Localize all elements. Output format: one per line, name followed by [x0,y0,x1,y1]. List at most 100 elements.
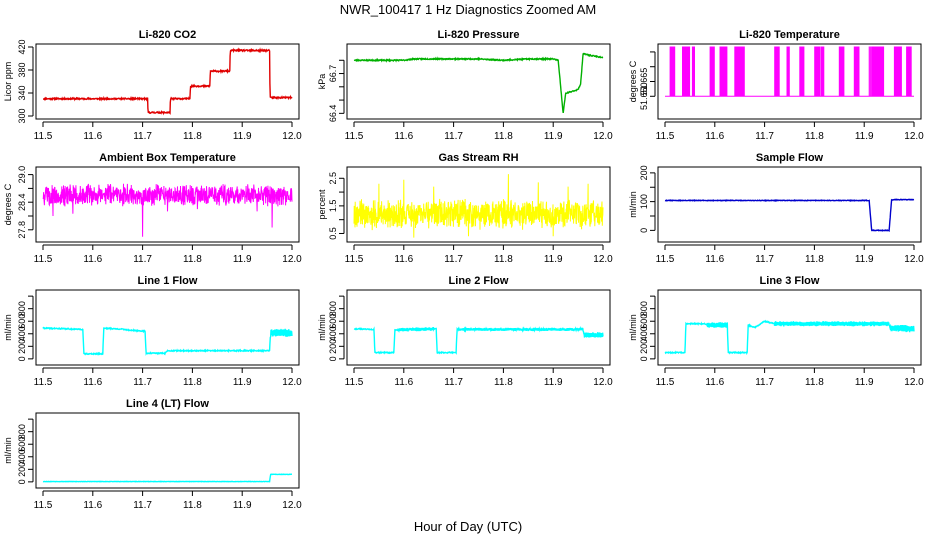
y-tick-label: 800 [328,301,338,316]
x-axis: 11.5 11.6 11.7 11.8 11.9 12.0 [34,121,302,142]
y-tick-label: 600 [328,314,338,329]
x-tick-label: 11.7 [755,131,774,142]
x-axis: 11.5 11.6 11.7 11.8 11.9 12.0 [34,244,302,265]
y-tick-label: 51.650 [639,83,649,111]
y-tick-label: 66.4 [328,105,338,123]
panel-box_temp: Ambient Box Temperature degrees C 11.5 11.6… [3,152,302,265]
x-tick-label: 11.9 [855,377,874,388]
x-tick-label: 11.5 [656,254,675,265]
x-tick-label: 11.8 [805,254,824,265]
y-tick-label: 600 [17,314,27,329]
series-rh [353,174,604,238]
y-axis: 0.5 1.5 2.5 [328,172,345,240]
x-tick-label: 11.6 [705,377,724,388]
y-axis: 27.8 28.4 29.0 [17,166,34,239]
x-tick-label: 11.5 [345,254,364,265]
plot-frame [35,43,300,120]
plot-frame [346,166,611,243]
x-tick-label: 11.8 [183,254,202,265]
x-tick-label: 11.5 [34,254,53,265]
y-tick-label: 400 [17,326,27,341]
x-tick-label: 11.6 [394,377,413,388]
x-tick-label: 11.5 [656,377,675,388]
x-tick-label: 11.8 [183,131,202,142]
y-axis-label: degrees C [628,60,638,102]
x-tick-label: 11.7 [444,131,463,142]
panel-title: Ambient Box Temperature [99,152,236,164]
x-tick-label: 12.0 [282,377,302,388]
y-tick-label: 420 [17,39,27,54]
plot-frame [35,166,300,243]
y-tick-label: 340 [17,85,27,100]
data-layer [353,325,604,355]
x-tick-label: 11.8 [183,377,202,388]
plot-frame [346,43,611,120]
x-tick-label: 11.6 [83,254,102,265]
y-axis-label: ml/min [3,314,13,341]
data-layer [665,46,914,97]
data-layer [664,319,915,356]
x-tick-label: 11.7 [444,254,463,265]
x-axis-label: Hour of Day (UTC) [414,519,522,534]
x-axis: 11.5 11.6 11.7 11.8 11.9 12.0 [656,367,924,388]
x-tick-label: 11.9 [544,131,563,142]
y-tick-label: 200 [328,339,338,354]
x-tick-label: 11.6 [83,500,102,511]
plot-frame [657,289,922,366]
x-tick-label: 12.0 [904,131,924,142]
y-tick-label: 200 [17,462,27,477]
figure-title: NWR_100417 1 Hz Diagnostics Zoomed AM [340,2,597,17]
panel-title: Line 1 Flow [138,275,198,287]
x-tick-label: 11.9 [233,377,252,388]
x-axis: 11.5 11.6 11.7 11.8 11.9 12.0 [345,121,613,142]
y-tick-label: 200 [639,339,649,354]
y-tick-label: 1.5 [328,200,338,213]
x-tick-label: 11.8 [183,500,202,511]
y-tick-label: 28.4 [17,193,27,211]
series-sample_flow [664,198,915,233]
y-axis-label: Licor ppm [3,62,13,102]
x-tick-label: 12.0 [593,254,613,265]
x-tick-label: 11.5 [34,500,53,511]
series-line3 [664,319,915,356]
x-axis: 11.5 11.6 11.7 11.8 11.9 12.0 [656,244,924,265]
x-axis: 11.5 11.6 11.7 11.8 11.9 12.0 [345,367,613,388]
x-tick-label: 11.7 [133,254,152,265]
panel-title: Line 4 (LT) Flow [126,398,209,410]
y-tick-label: 66.7 [328,65,338,83]
x-tick-label: 11.9 [855,131,874,142]
y-tick-label: 300 [17,108,27,123]
panel-title: Li-820 Temperature [739,29,840,41]
series-line2 [353,325,604,355]
y-tick-label: 2.5 [328,172,338,185]
series-co2 [43,47,293,116]
x-tick-label: 11.8 [494,131,513,142]
y-tick-label: 0 [17,356,27,361]
x-axis: 11.5 11.6 11.7 11.8 11.9 12.0 [345,244,613,265]
x-tick-label: 11.8 [805,131,824,142]
data-layer [664,198,915,233]
x-tick-label: 11.7 [133,377,152,388]
x-tick-label: 11.6 [394,131,413,142]
x-axis: 11.5 11.6 11.7 11.8 11.9 12.0 [34,490,302,511]
y-tick-label: 800 [17,424,27,439]
x-tick-label: 11.7 [133,131,152,142]
y-tick-label: 800 [17,301,27,316]
x-tick-label: 12.0 [282,254,302,265]
x-tick-label: 12.0 [282,131,302,142]
panel-title: Gas Stream RH [438,152,518,164]
panel-sample_flow: Sample Flow ml/min 11.5 11.6 11.7 11.8 11.9 12.… [628,152,924,265]
panel-pressure: Li-820 Pressure kPa 11.5 11.6 11.7 11.8 11.9 12… [317,29,613,142]
x-tick-label: 12.0 [282,500,302,511]
x-axis: 11.5 11.6 11.7 11.8 11.9 12.0 [656,121,924,142]
y-tick-label: 0 [17,479,27,484]
data-layer [43,47,293,116]
x-tick-label: 11.5 [345,131,364,142]
